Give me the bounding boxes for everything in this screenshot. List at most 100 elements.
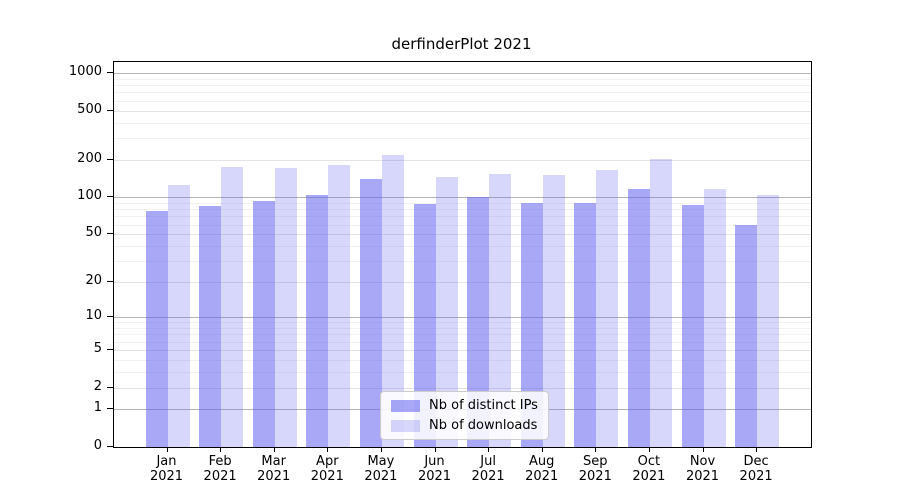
gridline-minor-300: [114, 138, 811, 140]
legend-item-downloads: Nb of downloads: [391, 417, 538, 434]
x-label-month: Apr: [316, 454, 339, 469]
legend-swatch-downloads: [391, 419, 420, 432]
bar-downloads-jul: [489, 173, 512, 447]
bar-ips-sep: [574, 202, 597, 447]
gridline-minor-3: [114, 371, 811, 373]
x-label-year: 2021: [149, 469, 184, 484]
x-tickmark-dec: [756, 447, 758, 452]
bar-downloads-feb: [221, 166, 244, 447]
y-tickmark-0: [107, 446, 113, 447]
x-tickmark-aug: [541, 447, 543, 452]
gridline-minor-70: [114, 216, 811, 218]
x-label-year: 2021: [364, 469, 398, 484]
y-tick-label-5: 5: [93, 341, 102, 357]
bar-ips-jul: [467, 197, 490, 447]
x-label-year: 2021: [310, 469, 344, 484]
x-label-month: Feb: [208, 454, 232, 469]
legend: Nb of distinct IPs Nb of downloads: [380, 391, 549, 440]
x-label-month: Dec: [743, 454, 769, 469]
y-tickmark-2: [107, 386, 113, 388]
y-tick-label-500: 500: [77, 101, 102, 117]
gridline-minor-30: [114, 261, 811, 263]
y-tick-label-50: 50: [85, 225, 102, 241]
x-tickmark-jan: [166, 447, 168, 452]
gridline-5: [114, 350, 811, 352]
gridline-1000: [114, 73, 811, 75]
x-label-month: Jul: [480, 454, 496, 469]
bar-downloads-aug: [542, 174, 565, 447]
x-tickmark-sep: [595, 447, 597, 452]
gridline-minor-800: [114, 85, 811, 87]
legend-item-distinct-ips: Nb of distinct IPs: [391, 397, 538, 414]
x-label-year: 2021: [471, 469, 505, 484]
gridline-200: [114, 160, 811, 162]
bar-ips-aug: [520, 202, 543, 447]
gridline-100: [114, 197, 811, 199]
x-tick-label-may: May 2021: [349, 454, 413, 484]
chart-title: derfinderPlot 2021: [391, 35, 532, 53]
y-tick-label-1: 1: [93, 400, 102, 416]
x-tick-label-sep: Sep 2021: [563, 454, 627, 484]
y-tick-label-1000: 1000: [68, 64, 102, 80]
x-label-month: Mar: [261, 454, 286, 469]
gridline-minor-7: [114, 334, 811, 336]
legend-swatch-distinct-ips: [391, 399, 420, 412]
x-tick-label-nov: Nov 2021: [671, 454, 735, 484]
plot-area: [113, 61, 812, 448]
bar-ips-mar: [252, 201, 275, 447]
x-tickmark-nov: [702, 447, 704, 452]
bar-downloads-jan: [167, 185, 190, 447]
y-tick-label-10: 10: [85, 308, 102, 324]
bar-ips-apr: [306, 194, 329, 447]
y-tick-label-100: 100: [77, 188, 102, 204]
x-label-month: May: [367, 454, 395, 469]
bar-ips-dec: [735, 224, 758, 447]
bar-ips-oct: [627, 188, 650, 447]
x-tick-label-aug: Aug 2021: [510, 454, 574, 484]
y-tick-label-2: 2: [93, 378, 102, 394]
x-label-year: 2021: [203, 469, 237, 484]
y-tick-label-200: 200: [77, 151, 102, 167]
x-tick-label-feb: Feb 2021: [188, 454, 252, 484]
y-tick-label-20: 20: [85, 273, 102, 289]
gridline-minor-600: [114, 100, 811, 102]
x-tick-label-jun: Jun 2021: [403, 454, 467, 484]
gridline-minor-40: [114, 246, 811, 248]
x-label-month: Aug: [528, 454, 555, 469]
x-label-month: Jan: [156, 454, 177, 469]
x-tick-label-apr: Apr 2021: [295, 454, 359, 484]
bar-downloads-may: [381, 154, 404, 447]
x-label-month: Oct: [637, 454, 661, 469]
x-label-year: 2021: [739, 469, 773, 484]
bar-downloads-jun: [435, 176, 458, 447]
y-tickmark-500: [107, 109, 113, 111]
legend-label-distinct-ips: Nb of distinct IPs: [429, 398, 538, 413]
x-tickmark-may: [380, 447, 382, 452]
gridline-minor-60: [114, 224, 811, 226]
x-tick-label-mar: Mar 2021: [242, 454, 306, 484]
bar-downloads-sep: [596, 170, 619, 447]
legend-label-downloads: Nb of downloads: [429, 418, 538, 433]
x-label-year: 2021: [417, 469, 452, 484]
y-tickmark-5: [107, 349, 113, 351]
bar-ips-jan: [145, 210, 168, 447]
y-tickmark-100: [107, 196, 113, 198]
x-label-year: 2021: [632, 469, 666, 484]
gridline-minor-6: [114, 341, 811, 343]
y-tick-label-0: 0: [93, 438, 102, 453]
gridline-10: [114, 317, 811, 319]
y-tickmark-50: [107, 233, 113, 235]
x-tickmark-jul: [488, 447, 490, 452]
x-tickmark-apr: [327, 447, 329, 452]
x-label-year: 2021: [578, 469, 612, 484]
x-tick-label-jul: Jul 2021: [456, 454, 520, 484]
x-label-month: Sep: [583, 454, 608, 469]
y-tickmark-200: [107, 159, 113, 161]
x-tick-label-dec: Dec 2021: [724, 454, 788, 484]
gridline-minor-8: [114, 328, 811, 330]
gridline-minor-700: [114, 92, 811, 94]
gridline-minor-80: [114, 209, 811, 211]
gridline-20: [114, 282, 811, 284]
gridline-50: [114, 234, 811, 236]
x-label-month: Jun: [424, 454, 445, 469]
